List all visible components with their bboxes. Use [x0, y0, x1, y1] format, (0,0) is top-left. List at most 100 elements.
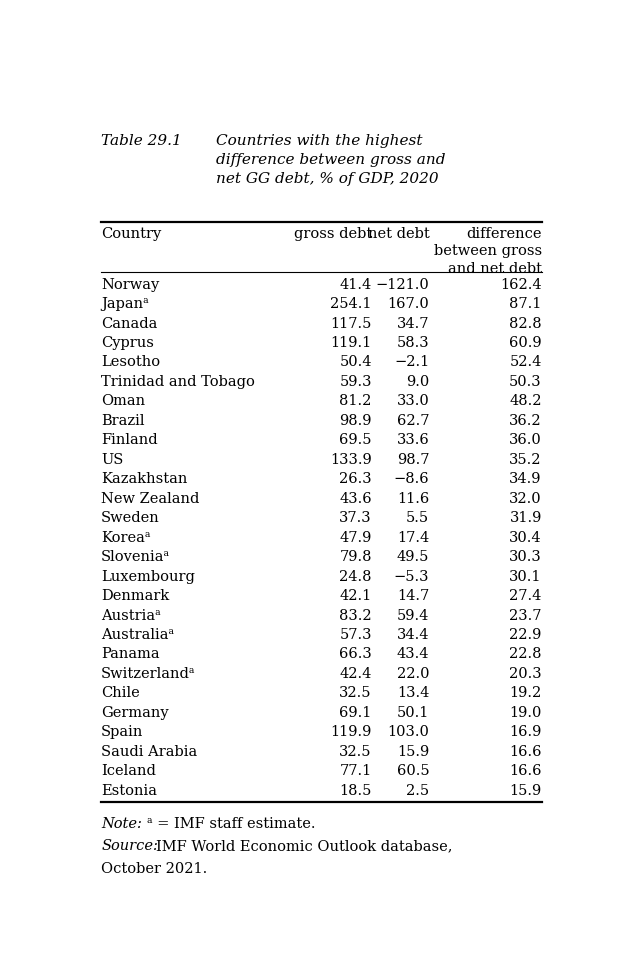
Text: Japanᵃ: Japanᵃ: [101, 297, 149, 311]
Text: 22.0: 22.0: [397, 667, 430, 681]
Text: 49.5: 49.5: [397, 550, 430, 564]
Text: 162.4: 162.4: [500, 277, 542, 292]
Text: 30.4: 30.4: [509, 530, 542, 545]
Text: 58.3: 58.3: [397, 336, 430, 350]
Text: 30.3: 30.3: [509, 550, 542, 564]
Text: 81.2: 81.2: [339, 394, 372, 409]
Text: 119.9: 119.9: [331, 725, 372, 739]
Text: 167.0: 167.0: [387, 297, 430, 311]
Text: 15.9: 15.9: [397, 745, 430, 759]
Text: 33.6: 33.6: [397, 433, 430, 447]
Text: 32.0: 32.0: [509, 492, 542, 506]
Text: Sloveniaᵃ: Sloveniaᵃ: [101, 550, 171, 564]
Text: 31.9: 31.9: [509, 512, 542, 525]
Text: difference: difference: [467, 227, 542, 241]
Text: 59.4: 59.4: [397, 609, 430, 622]
Text: October 2021.: October 2021.: [101, 862, 208, 876]
Text: 24.8: 24.8: [339, 569, 372, 584]
Text: Cyprus: Cyprus: [101, 336, 154, 350]
Text: −2.1: −2.1: [394, 356, 430, 369]
Text: Source:: Source:: [101, 840, 158, 854]
Text: 133.9: 133.9: [330, 453, 372, 466]
Text: 19.2: 19.2: [510, 686, 542, 701]
Text: 34.4: 34.4: [397, 628, 430, 642]
Text: 82.8: 82.8: [509, 317, 542, 330]
Text: 69.5: 69.5: [339, 433, 372, 447]
Text: −8.6: −8.6: [394, 472, 430, 486]
Text: 77.1: 77.1: [339, 764, 372, 778]
Text: 16.6: 16.6: [509, 764, 542, 778]
Text: and net debt: and net debt: [448, 262, 542, 275]
Text: New Zealand: New Zealand: [101, 492, 200, 506]
Text: 14.7: 14.7: [397, 589, 430, 603]
Text: Finland: Finland: [101, 433, 158, 447]
Text: between gross: between gross: [434, 244, 542, 259]
Text: Countries with the highest
difference between gross and
net GG debt, % of GDP, 2: Countries with the highest difference be…: [216, 134, 446, 186]
Text: Germany: Germany: [101, 706, 169, 720]
Text: 43.4: 43.4: [397, 648, 430, 662]
Text: 16.9: 16.9: [509, 725, 542, 739]
Text: 98.9: 98.9: [339, 414, 372, 428]
Text: 22.9: 22.9: [509, 628, 542, 642]
Text: 16.6: 16.6: [509, 745, 542, 759]
Text: 27.4: 27.4: [509, 589, 542, 603]
Text: Table 29.1: Table 29.1: [101, 134, 182, 148]
Text: 60.9: 60.9: [509, 336, 542, 350]
Text: 254.1: 254.1: [330, 297, 372, 311]
Text: −121.0: −121.0: [376, 277, 430, 292]
Text: Canada: Canada: [101, 317, 158, 330]
Text: 69.1: 69.1: [339, 706, 372, 720]
Text: 43.6: 43.6: [339, 492, 372, 506]
Text: 33.0: 33.0: [397, 394, 430, 409]
Text: Sweden: Sweden: [101, 512, 160, 525]
Text: 34.9: 34.9: [509, 472, 542, 486]
Text: 17.4: 17.4: [397, 530, 430, 545]
Text: 50.3: 50.3: [509, 375, 542, 389]
Text: net debt: net debt: [368, 227, 430, 241]
Text: 41.4: 41.4: [339, 277, 372, 292]
Text: Trinidad and Tobago: Trinidad and Tobago: [101, 375, 255, 389]
Text: 119.1: 119.1: [331, 336, 372, 350]
Text: Brazil: Brazil: [101, 414, 145, 428]
Text: 52.4: 52.4: [509, 356, 542, 369]
Text: 59.3: 59.3: [339, 375, 372, 389]
Text: 13.4: 13.4: [397, 686, 430, 701]
Text: 36.2: 36.2: [509, 414, 542, 428]
Text: 50.1: 50.1: [397, 706, 430, 720]
Text: 23.7: 23.7: [509, 609, 542, 622]
Text: 47.9: 47.9: [339, 530, 372, 545]
Text: Estonia: Estonia: [101, 784, 157, 798]
Text: 57.3: 57.3: [339, 628, 372, 642]
Text: 30.1: 30.1: [509, 569, 542, 584]
Text: 34.7: 34.7: [397, 317, 430, 330]
Text: 37.3: 37.3: [339, 512, 372, 525]
Text: Chile: Chile: [101, 686, 140, 701]
Text: 103.0: 103.0: [387, 725, 430, 739]
Text: 36.0: 36.0: [509, 433, 542, 447]
Text: 79.8: 79.8: [339, 550, 372, 564]
Text: Luxembourg: Luxembourg: [101, 569, 195, 584]
Text: 19.0: 19.0: [509, 706, 542, 720]
Text: Oman: Oman: [101, 394, 145, 409]
Text: 22.8: 22.8: [509, 648, 542, 662]
Text: Denmark: Denmark: [101, 589, 169, 603]
Text: 98.7: 98.7: [397, 453, 430, 466]
Text: Kazakhstan: Kazakhstan: [101, 472, 188, 486]
Text: Switzerlandᵃ: Switzerlandᵃ: [101, 667, 196, 681]
Text: Panama: Panama: [101, 648, 160, 662]
Text: Austriaᵃ: Austriaᵃ: [101, 609, 161, 622]
Text: 87.1: 87.1: [509, 297, 542, 311]
Text: Lesotho: Lesotho: [101, 356, 160, 369]
Text: 20.3: 20.3: [509, 667, 542, 681]
Text: 32.5: 32.5: [339, 686, 372, 701]
Text: 2.5: 2.5: [406, 784, 430, 798]
Text: −5.3: −5.3: [394, 569, 430, 584]
Text: 15.9: 15.9: [510, 784, 542, 798]
Text: ᵃ = IMF staff estimate.: ᵃ = IMF staff estimate.: [146, 816, 315, 831]
Text: 48.2: 48.2: [509, 394, 542, 409]
Text: Saudi Arabia: Saudi Arabia: [101, 745, 197, 759]
Text: Iceland: Iceland: [101, 764, 156, 778]
Text: 5.5: 5.5: [406, 512, 430, 525]
Text: 66.3: 66.3: [339, 648, 372, 662]
Text: 32.5: 32.5: [339, 745, 372, 759]
